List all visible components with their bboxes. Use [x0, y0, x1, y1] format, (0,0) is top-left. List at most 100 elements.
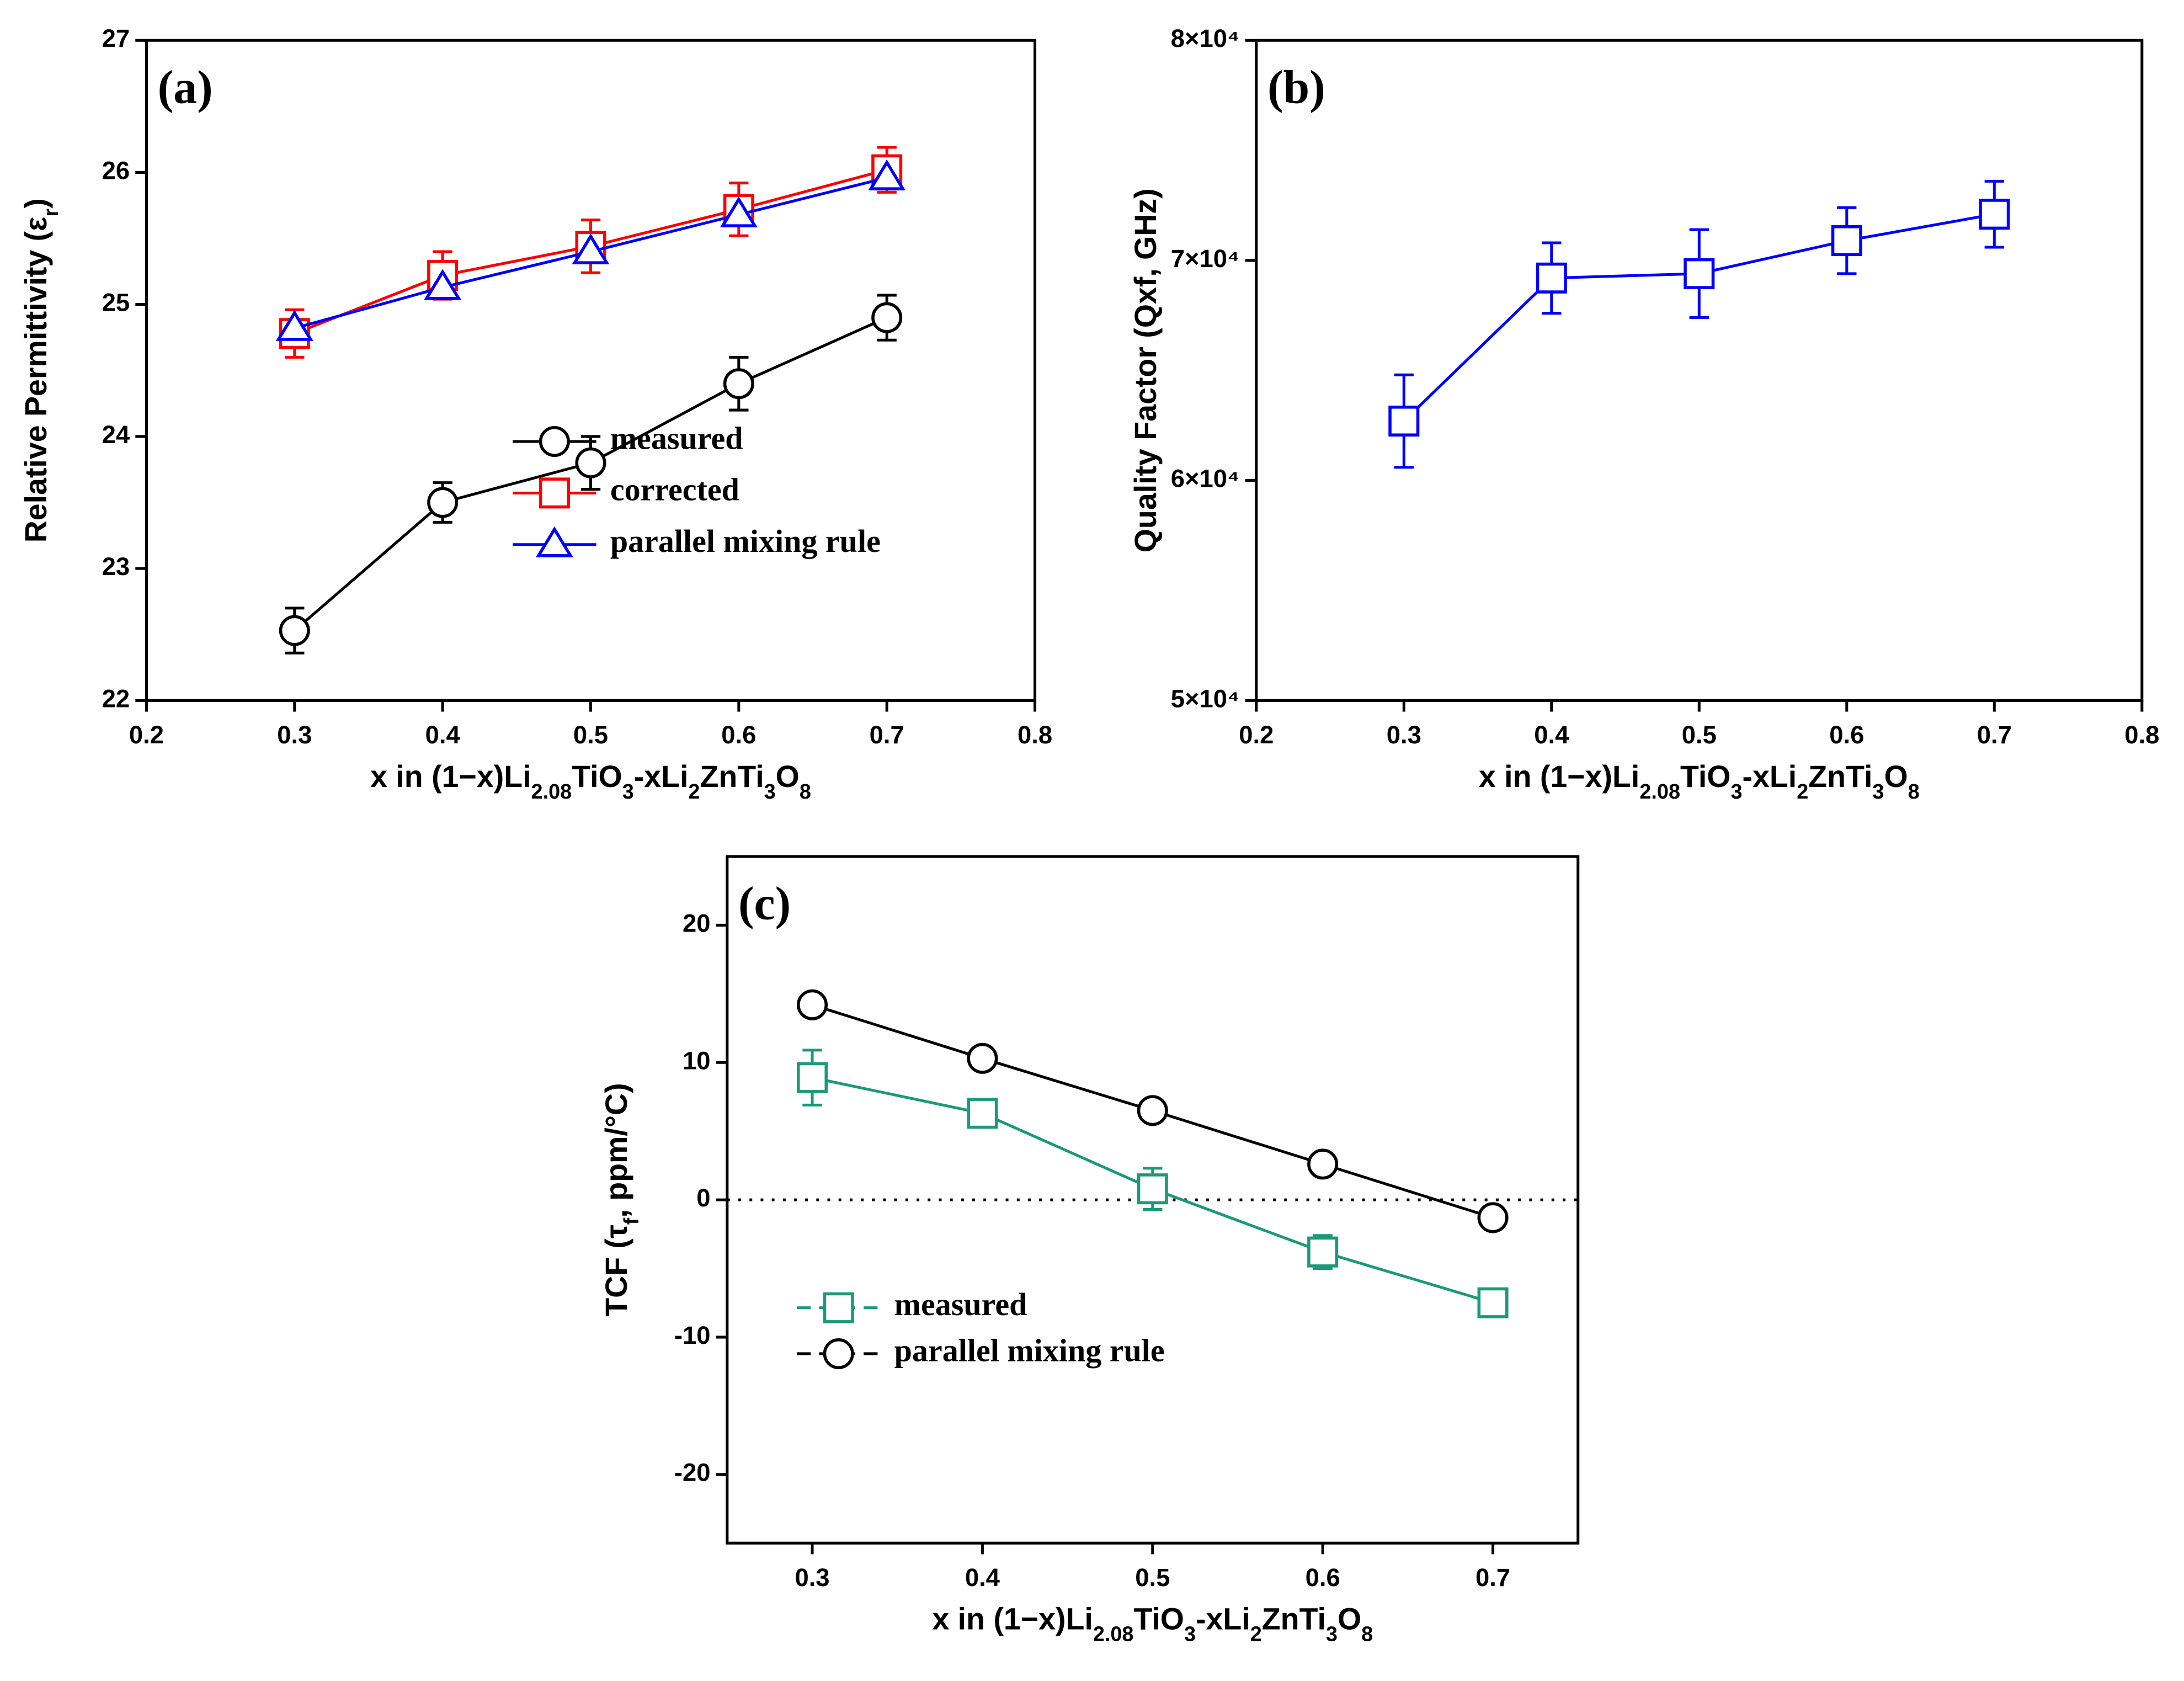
y-tick-label: -20	[674, 1459, 711, 1487]
label-part: ZnTi	[1808, 759, 1872, 794]
marker	[424, 269, 462, 300]
label-part: 3	[764, 780, 776, 804]
y-axis-label: TCF (τf, ppm/°C)	[599, 1083, 643, 1316]
x-tick-label: 0.8	[1018, 721, 1052, 749]
marker	[1307, 1236, 1339, 1268]
label-part: O	[1884, 759, 1908, 794]
marker	[967, 1042, 998, 1074]
marker	[796, 1062, 828, 1093]
label-part: 8	[1361, 1623, 1373, 1646]
x-tick-label: 0.4	[425, 721, 461, 749]
y-tick-label: 0	[696, 1184, 710, 1212]
y-tick-label: -10	[674, 1321, 711, 1349]
legend-label: measured	[894, 1286, 1027, 1322]
panel-label: (c)	[738, 877, 791, 930]
x-tick-label: 0.3	[277, 721, 312, 749]
marker	[723, 368, 754, 400]
marker	[539, 477, 570, 509]
label-part: TCF (τ	[599, 1225, 633, 1317]
label-part: TiO	[1680, 759, 1731, 794]
x-tick-label: 0.2	[129, 721, 164, 749]
y-tick-label: 22	[102, 684, 130, 712]
y-tick-label: 23	[102, 552, 130, 581]
x-tick-label: 0.4	[965, 1563, 1000, 1592]
label-part: Relative Permittivity (ε	[19, 216, 53, 542]
x-tick-label: 0.6	[1306, 1563, 1340, 1592]
x-axis-label: x in (1−x)Li2.08TiO3-xLi2ZnTi3O8	[370, 759, 811, 804]
label-part: -xLi	[1196, 1602, 1250, 1636]
legend-label: parallel mixing rule	[894, 1332, 1165, 1368]
plot-frame	[145, 39, 1037, 702]
label-part: 3	[622, 780, 634, 804]
label-part: -xLi	[634, 759, 689, 794]
marker	[720, 196, 758, 227]
marker	[823, 1292, 854, 1323]
x-tick-label: 0.8	[2124, 721, 2159, 749]
label-part: x in (1−x)Li	[932, 1602, 1093, 1636]
label-part: r	[40, 208, 63, 216]
x-tick-label: 0.6	[1829, 721, 1864, 749]
marker	[572, 233, 610, 264]
label-part: 3	[1326, 1623, 1338, 1646]
label-part: , ppm/°C)	[599, 1083, 633, 1217]
y-tick-label: 26	[102, 156, 130, 184]
marker	[868, 159, 906, 190]
label-part: 3	[1184, 1623, 1196, 1646]
y-tick-label: 10	[683, 1046, 711, 1074]
legend-label: measured	[610, 420, 743, 456]
label-part: x in (1−x)Li	[1479, 759, 1639, 794]
x-tick-label: 0.6	[721, 721, 756, 749]
label-part: -xLi	[1743, 759, 1797, 794]
x-tick-label: 0.7	[1475, 1563, 1510, 1592]
marker	[967, 1098, 998, 1129]
marker	[1536, 262, 1567, 294]
marker	[1477, 1202, 1509, 1233]
label-part: ZnTi	[700, 759, 764, 794]
marker	[275, 310, 313, 341]
label-part: ZnTi	[1262, 1602, 1326, 1636]
label-part: 2	[1250, 1623, 1262, 1646]
x-axis-label: x in (1−x)Li2.08TiO3-xLi2ZnTi3O8	[1479, 759, 1920, 804]
label-part: O	[1338, 1602, 1361, 1636]
marker	[1307, 1148, 1339, 1180]
label-part: Quality Factor (Qxf, GHz)	[1128, 188, 1163, 552]
marker	[1137, 1173, 1168, 1205]
label-part: )	[19, 198, 53, 208]
y-axis-label: Quality Factor (Qxf, GHz)	[1128, 188, 1163, 552]
label-part: 3	[1872, 780, 1884, 804]
label-part: O	[776, 759, 800, 794]
x-tick-label: 0.3	[795, 1563, 829, 1592]
marker	[1979, 199, 2010, 230]
panel-label: (a)	[158, 61, 213, 114]
x-axis-label: x in (1−x)Li2.08TiO3-xLi2ZnTi3O8	[932, 1602, 1373, 1646]
x-tick-label: 0.2	[1239, 721, 1274, 749]
marker	[823, 1338, 854, 1369]
marker	[1831, 225, 1862, 257]
x-tick-label: 0.7	[870, 721, 904, 749]
label-part: 2.08	[1639, 780, 1680, 804]
marker	[279, 615, 310, 646]
x-tick-label: 0.3	[1387, 721, 1421, 749]
label-part: 8	[800, 780, 811, 804]
plot-frame	[1255, 39, 2144, 702]
label-part: f	[620, 1217, 643, 1225]
label-part: 2	[688, 780, 700, 804]
label-part: 2.08	[1093, 1623, 1134, 1646]
label-part: 2.08	[531, 780, 572, 804]
marker	[539, 425, 570, 457]
x-tick-label: 0.7	[1977, 721, 2012, 749]
y-tick-label: 7×10⁴	[1171, 244, 1240, 273]
label-part: TiO	[1133, 1602, 1184, 1636]
x-tick-label: 0.5	[573, 721, 608, 749]
panel-label: (b)	[1267, 61, 1325, 114]
marker	[535, 526, 573, 557]
label-part: 3	[1730, 780, 1742, 804]
marker	[796, 989, 828, 1020]
label-part: TiO	[572, 759, 622, 794]
panel: 0.3 0.4 0.5 0.6 0.7 -20 -10 0 10 20 (c) x in (1−x)L…	[599, 855, 1580, 1646]
y-tick-label: 25	[102, 289, 130, 317]
y-tick-label: 5×10⁴	[1171, 684, 1240, 712]
x-tick-label: 0.4	[1534, 721, 1569, 749]
